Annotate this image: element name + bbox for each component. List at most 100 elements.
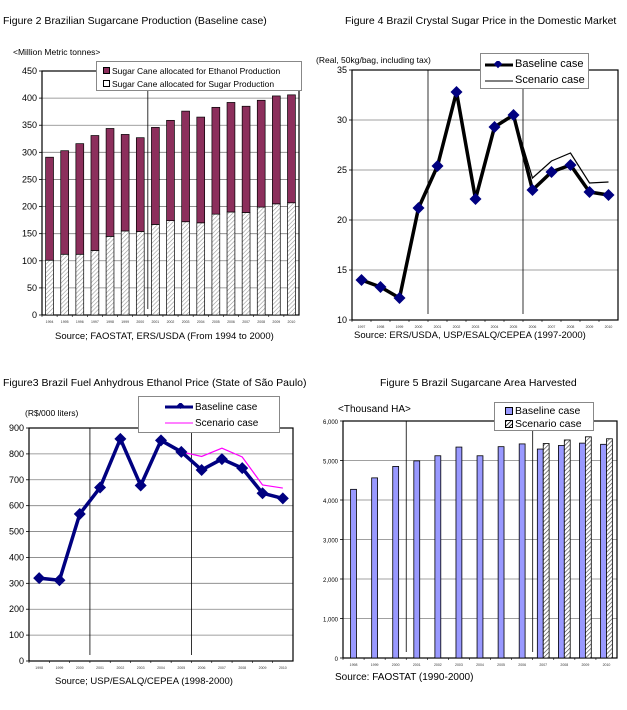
bar-scenario-2008	[563, 439, 571, 659]
baseline-marker-1999	[53, 574, 66, 587]
x-tick-label: 2003	[137, 666, 145, 670]
fig4-legend-scenario: Scenario case	[485, 72, 585, 88]
y-tick-label: 20	[337, 215, 347, 225]
baseline-marker-1999	[393, 292, 406, 304]
fig3-title: Figure3 Brazil Fuel Anhydrous Ethanol Pr…	[3, 377, 307, 389]
fig4-source: Source: ERS/USDA, USP/ESALQ/CEPEA (1997-…	[354, 330, 586, 341]
y-tick-label: 400	[9, 552, 24, 562]
baseline-marker-2002	[450, 86, 463, 98]
x-tick-label: 1999	[121, 320, 129, 324]
bar-ethanol-2002	[166, 119, 175, 222]
fig5-legend-baseline: Baseline case	[505, 404, 589, 417]
scenario-line-swatch	[165, 419, 193, 427]
x-tick-label: 2002	[434, 663, 442, 667]
fig4-legend: Baseline case Scenario case	[480, 53, 589, 89]
y-tick-label: 5,000	[323, 460, 339, 466]
y-tick-label: 300	[22, 147, 37, 157]
x-tick-label: 2005	[177, 666, 185, 670]
bar-ethanol-2010	[287, 94, 296, 204]
bar-baseline-2007	[536, 448, 544, 659]
fig2-legend-ethanol: Sugar Cane allocated for Ethanol Product…	[103, 63, 295, 78]
x-tick-label: 2001	[413, 663, 421, 667]
x-tick-label: 2004	[197, 320, 205, 324]
baseline-marker-2006	[195, 463, 208, 476]
y-tick-label: 3,000	[323, 539, 339, 545]
y-tick-label: 30	[337, 115, 347, 125]
legend-label: Scenario case	[195, 417, 259, 429]
bar-ethanol-2006	[226, 102, 236, 213]
bar-scenario-2010	[606, 438, 613, 659]
y-tick-label: 35	[337, 65, 347, 75]
baseline-marker-2003	[469, 193, 482, 205]
x-tick-label: 2008	[560, 663, 568, 667]
bar-baseline-2009	[579, 442, 586, 659]
x-tick-label: 2009	[581, 663, 589, 667]
x-tick-label: 2008	[567, 325, 575, 329]
bar-ethanol-2005	[211, 106, 221, 215]
bar-sugar-2004	[196, 222, 206, 316]
fig5-unit-label: <Thousand HA>	[338, 404, 411, 415]
ethanol-swatch	[103, 67, 110, 74]
y-tick-label: 0	[19, 656, 24, 666]
x-tick-label: 1998	[35, 666, 43, 670]
y-tick-label: 6,000	[323, 420, 339, 426]
y-tick-label: 200	[9, 604, 24, 614]
baseline-marker-2008	[564, 159, 577, 171]
x-tick-label: 2007	[539, 663, 547, 667]
bar-ethanol-2003	[181, 110, 190, 223]
bar-sugar-1998	[105, 236, 115, 316]
x-tick-label: 2006	[518, 663, 526, 667]
bar-ethanol-1999	[120, 134, 130, 232]
bar-sugar-2001	[151, 224, 160, 316]
x-tick-label: 2007	[548, 325, 556, 329]
baseline-marker-2010	[602, 189, 615, 201]
fig5-source: Source: FAOSTAT (1990-2000)	[335, 672, 474, 683]
bar-baseline-2010	[600, 443, 607, 659]
y-tick-label: 250	[22, 174, 37, 184]
fig2-plot: 0 50 100 150 200 250 300 350 400 450 1994 1995 1996 1…	[22, 66, 300, 324]
legend-label: Baseline case	[195, 401, 258, 413]
x-tick-label: 1998	[377, 325, 385, 329]
bar-scenario-2007	[542, 443, 550, 659]
scenario-line	[39, 437, 283, 581]
x-tick-label: 2010	[279, 666, 287, 670]
baseline-marker-2002	[114, 432, 127, 445]
scenario-line	[361, 91, 609, 299]
x-tick-label: 2004	[491, 325, 499, 329]
x-tick-label: 2006	[227, 320, 235, 324]
bar-ethanol-2001	[151, 127, 160, 225]
x-tick-label: 2005	[497, 663, 505, 667]
x-tick-label: 2008	[238, 666, 246, 670]
x-tick-label: 2001	[434, 325, 442, 329]
x-tick-label: 2005	[510, 325, 518, 329]
baseline-line	[38, 437, 284, 582]
y-tick-label: 15	[337, 265, 347, 275]
baseline-line-swatch	[485, 59, 513, 69]
x-tick-label: 2010	[603, 663, 611, 667]
bar-ethanol-1996	[75, 143, 85, 255]
bar-baseline-2005	[497, 446, 505, 659]
legend-label: Sugar Cane allocated for Sugar Productio…	[112, 78, 275, 89]
x-tick-label: 2000	[415, 325, 423, 329]
y-tick-label: 4,000	[323, 499, 339, 505]
bar-sugar-1995	[60, 253, 69, 316]
bar-scenario-2009	[584, 436, 592, 659]
x-tick-label: 2001	[96, 666, 104, 670]
scenario-swatch	[505, 419, 513, 428]
bar-baseline-2001	[413, 460, 421, 659]
baseline-line-swatch	[165, 401, 193, 411]
fig3-unit-label: (R$/000 liters)	[25, 408, 79, 418]
bar-ethanol-2009	[272, 95, 281, 205]
y-tick-label: 2,000	[323, 578, 339, 584]
x-tick-label: 2002	[116, 666, 124, 670]
baseline-marker-2009	[256, 487, 269, 500]
fig2-title: Figure 2 Brazilian Sugarcane Production …	[3, 15, 267, 27]
x-tick-label: 2008	[257, 320, 265, 324]
baseline-swatch	[505, 406, 513, 415]
y-tick-label: 200	[22, 202, 37, 212]
fig5-legend: Baseline case Scenario case	[494, 402, 594, 431]
baseline-marker-2005	[507, 109, 520, 121]
bar-baseline-2002	[434, 455, 442, 659]
fig3-legend: Baseline case Scenario case	[138, 396, 280, 433]
y-tick-label: 350	[22, 120, 37, 130]
